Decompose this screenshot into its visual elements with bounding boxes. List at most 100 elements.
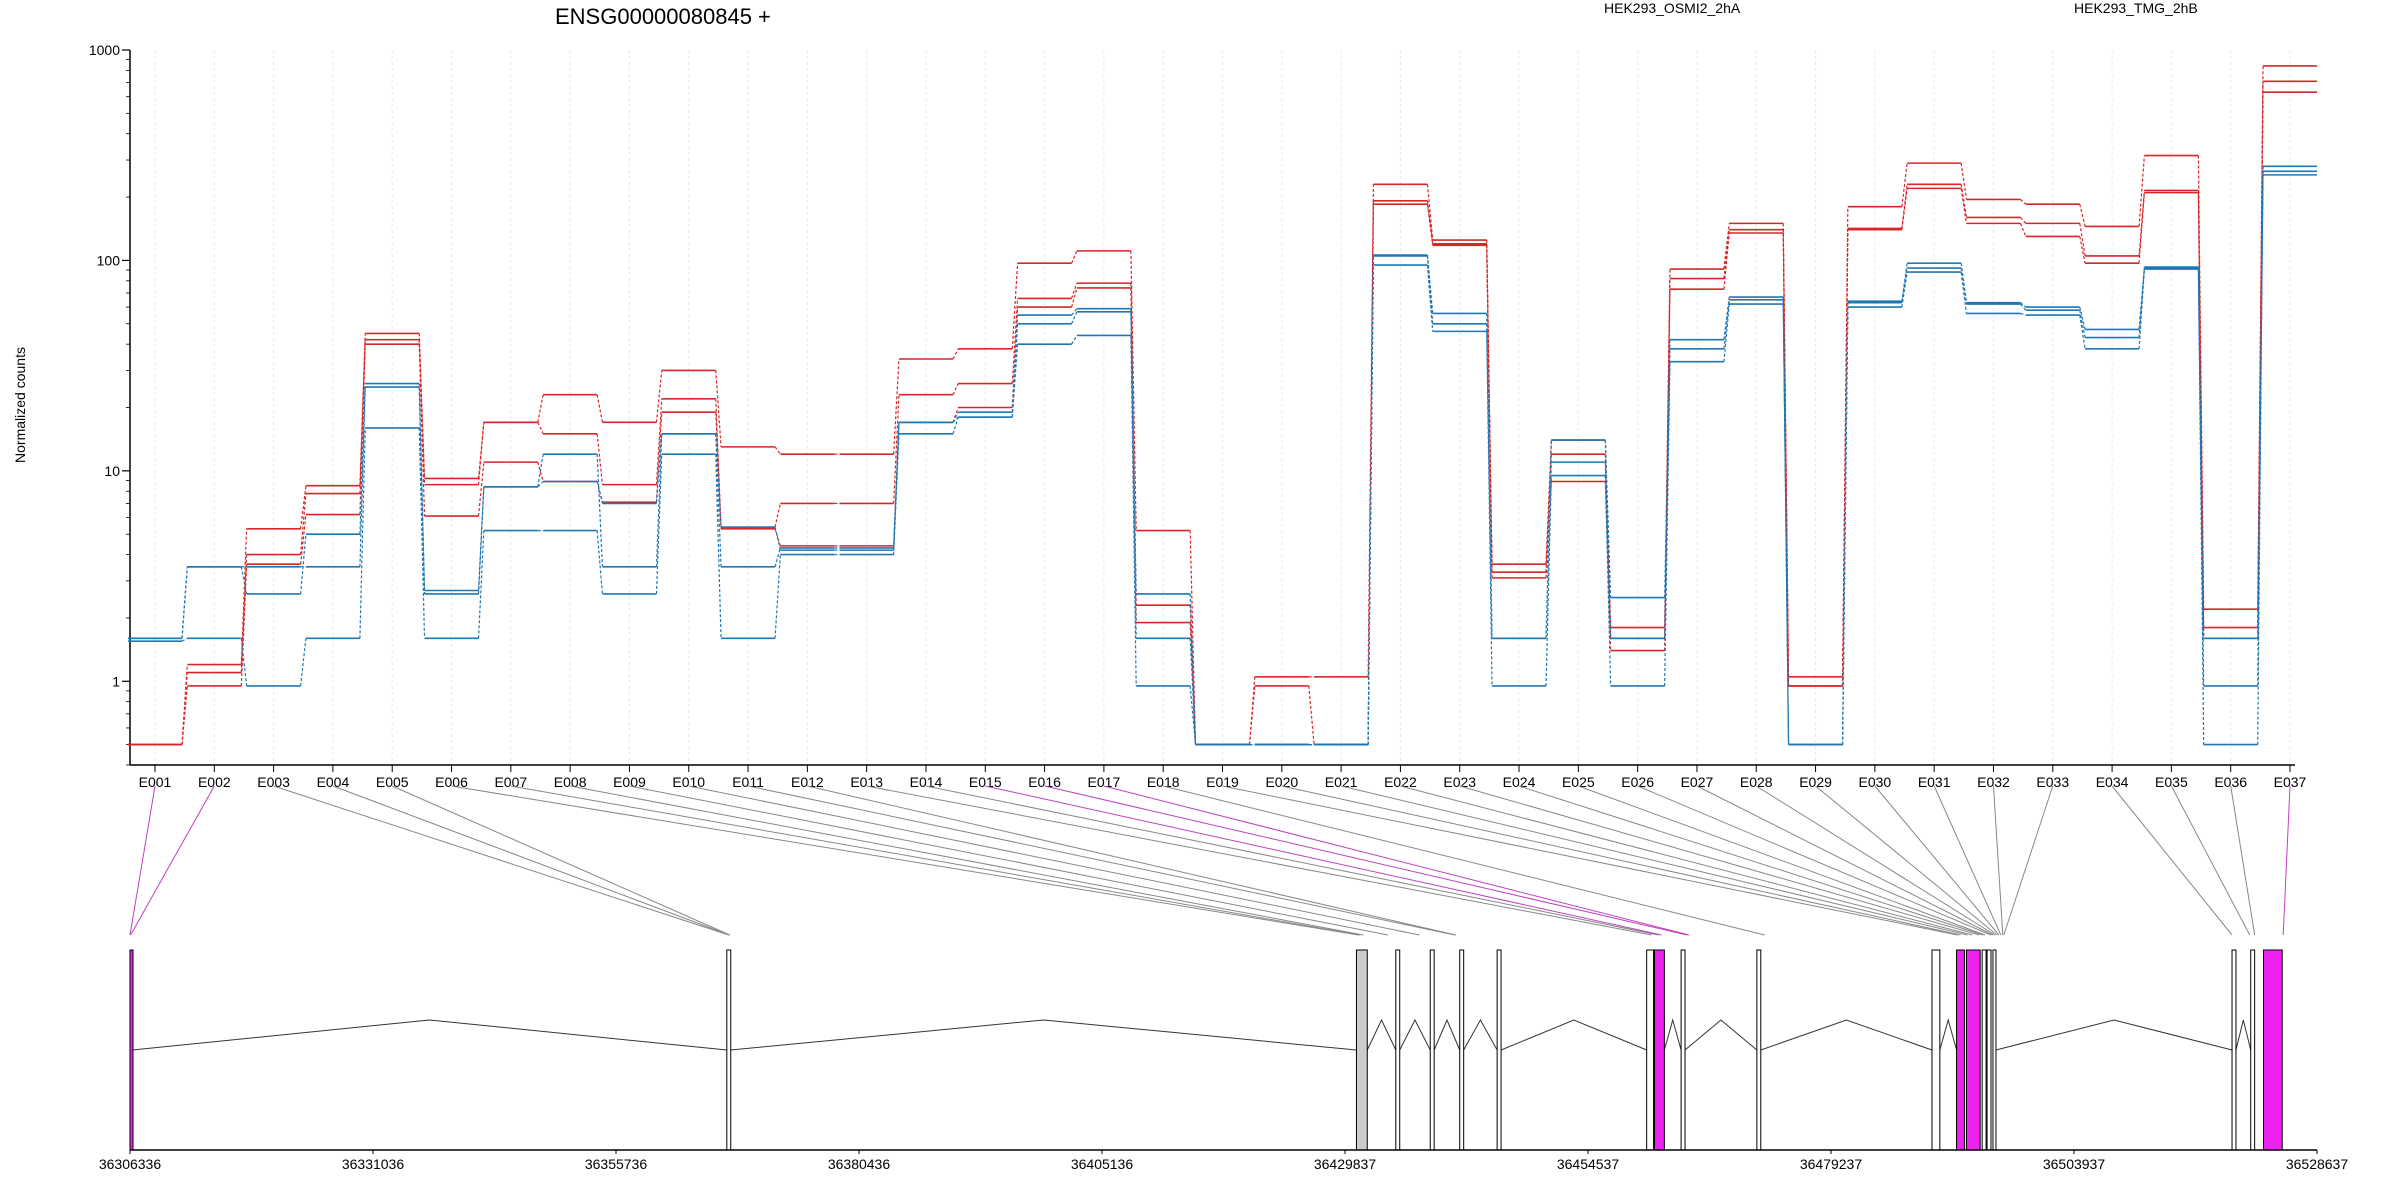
exon-connector-line: [1637, 785, 1992, 936]
x-tick-label: E001: [139, 774, 172, 790]
genome-tick-label: 36355736: [585, 1156, 648, 1172]
exon-connector-line: [130, 785, 215, 936]
exon-connector: [537, 454, 544, 487]
exon-connector: [655, 433, 663, 567]
intron-line: [1433, 1018, 1461, 1051]
exon-connector: [300, 493, 307, 555]
exon-connector: [952, 383, 959, 395]
exon-connector: [774, 446, 781, 455]
exon-connector: [655, 370, 663, 423]
exon-connector: [1071, 287, 1078, 308]
x-tick-label: E008: [554, 774, 587, 790]
exon-block: [2263, 949, 2283, 1151]
exon-block: [1496, 949, 1502, 1151]
y-tick-label: 1: [112, 673, 120, 689]
exon-connector-line: [451, 785, 1359, 936]
exon-connector-line: [747, 785, 1455, 936]
exon-connector: [774, 554, 781, 639]
exon-connector-line: [2282, 785, 2291, 936]
exon-connector: [1604, 475, 1612, 686]
exon-block: [129, 949, 134, 1151]
genome-tick-label: 36528637: [2286, 1156, 2349, 1172]
exon-connector: [181, 637, 188, 642]
x-tick-label: E029: [1799, 774, 1832, 790]
plot-area: 1 10 100 1000 E001 E002 E003 E004 E005 E006 E007 E0…: [89, 42, 2349, 1172]
x-tick-label: E009: [613, 774, 646, 790]
exon-connector: [477, 422, 485, 479]
exon-connector: [2019, 223, 2027, 237]
exon-connector: [1841, 229, 1849, 686]
intron-line: [1760, 1019, 1933, 1051]
exon-block: [1355, 949, 1368, 1151]
exon-connector: [1130, 250, 1137, 531]
exon-connector: [2257, 174, 2264, 686]
x-tick-label: E024: [1503, 774, 1536, 790]
exon-connector-line: [1578, 785, 1986, 936]
exon-connector: [1604, 440, 1612, 598]
exon-connector-line: [1933, 785, 2002, 936]
exon-connector: [1604, 454, 1612, 639]
exon-connector: [1782, 304, 1790, 745]
x-tick-label: E026: [1621, 774, 1654, 790]
intron-line: [1995, 1019, 2233, 1051]
x-tick-label: E023: [1443, 774, 1476, 790]
x-tick-label: E016: [1028, 774, 1061, 790]
exon-connector: [477, 422, 485, 485]
exon-connector: [1308, 685, 1315, 745]
exon-connector: [2138, 192, 2145, 264]
genome-tick-label: 36380436: [828, 1156, 891, 1172]
exon-block: [1654, 949, 1665, 1151]
exon-connector: [418, 344, 426, 517]
exon-connector: [1426, 265, 1434, 332]
exon-connector: [1664, 348, 1671, 639]
exon-connector: [1960, 272, 1968, 314]
exon-connector: [1901, 272, 1908, 308]
legend-label-osmi: HEK293_OSMI2_2hA: [1604, 0, 1741, 16]
exon-connector: [418, 339, 426, 485]
exon-connector: [418, 387, 426, 594]
exon-connector: [1367, 265, 1375, 745]
exon-connector-line: [510, 785, 1360, 936]
x-tick-label: E017: [1088, 774, 1121, 790]
exon-connector: [596, 481, 604, 504]
exon-connector: [537, 394, 544, 423]
intron-line: [1463, 1018, 1498, 1051]
intron-line: [2235, 1019, 2252, 1051]
exon-connector: [1604, 462, 1612, 639]
exon-block: [1986, 949, 1992, 1151]
x-tick-label: E007: [494, 774, 527, 790]
exon-block: [1931, 949, 1941, 1151]
exon-connector: [596, 530, 604, 594]
exon-connector: [1071, 311, 1078, 325]
x-tick-label: E011: [732, 774, 764, 790]
exon-block: [1956, 949, 1965, 1151]
exon-connector: [300, 514, 307, 565]
exon-connector-line: [273, 785, 729, 936]
exon-connector: [1901, 188, 1908, 230]
exon-connector: [2138, 267, 2145, 338]
exon-connector: [1071, 282, 1078, 299]
exon-block: [726, 949, 732, 1151]
exon-connector: [2079, 204, 2086, 227]
exon-connector: [893, 394, 900, 504]
exon-connector: [952, 416, 959, 434]
exon-connector: [418, 427, 426, 639]
exon-connector-line: [1400, 785, 1973, 936]
exon-connector: [1960, 188, 1968, 224]
exon-connector-line: [1222, 785, 1958, 936]
exon-connector: [1486, 323, 1493, 639]
exon-connector: [537, 422, 544, 435]
exon-connector: [477, 530, 485, 639]
exon-connector: [2138, 155, 2145, 227]
x-tick-label: E032: [1977, 774, 2010, 790]
exon-connector-line: [1163, 785, 1765, 936]
exon-connector: [2079, 236, 2086, 264]
exon-connector: [1426, 204, 1434, 246]
genome-tick-label: 36454537: [1557, 1156, 1620, 1172]
genome-tick-label: 36503937: [2043, 1156, 2106, 1172]
x-tick-label: E037: [2274, 774, 2307, 790]
exon-connector: [477, 462, 485, 517]
exon-connector: [774, 547, 781, 567]
exon-connector: [2020, 198, 2027, 205]
exon-connector: [359, 427, 366, 639]
